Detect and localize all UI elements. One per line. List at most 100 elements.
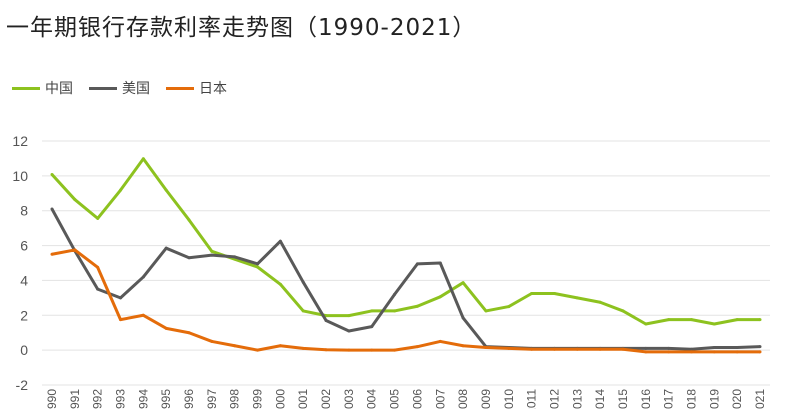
x-tick-label: 2002 bbox=[319, 389, 333, 409]
y-tick-label: 2 bbox=[20, 307, 28, 323]
data-point bbox=[210, 339, 214, 343]
data-point bbox=[393, 309, 397, 313]
data-point bbox=[370, 348, 374, 352]
data-point bbox=[689, 350, 693, 354]
x-tick-label: 1995 bbox=[159, 389, 173, 409]
data-point bbox=[210, 249, 214, 253]
data-point bbox=[141, 275, 145, 279]
data-point bbox=[347, 348, 351, 352]
data-point bbox=[119, 296, 123, 300]
data-point bbox=[233, 255, 237, 259]
data-point bbox=[96, 216, 100, 220]
y-tick-label: 10 bbox=[12, 168, 28, 184]
data-point bbox=[758, 345, 762, 349]
x-tick-label: 2014 bbox=[593, 389, 607, 409]
data-point bbox=[552, 347, 556, 351]
data-point bbox=[256, 262, 260, 266]
x-tick-label: 1996 bbox=[182, 389, 196, 409]
data-point bbox=[73, 248, 77, 252]
x-tick-label: 2021 bbox=[753, 389, 767, 409]
data-point bbox=[301, 280, 305, 284]
x-tick-label: 2015 bbox=[616, 389, 630, 409]
series-line-美国 bbox=[50, 208, 761, 351]
data-point bbox=[96, 287, 100, 291]
x-tick-label: 2005 bbox=[388, 389, 402, 409]
x-tick-label: 2006 bbox=[410, 389, 424, 409]
data-point bbox=[530, 347, 534, 351]
legend-label: 日本 bbox=[199, 81, 227, 97]
data-point bbox=[667, 346, 671, 350]
y-tick-label: 8 bbox=[20, 203, 28, 219]
x-tick-label: 1993 bbox=[114, 389, 128, 409]
data-point bbox=[301, 346, 305, 350]
x-tick-label: 2011 bbox=[525, 389, 539, 409]
data-point bbox=[278, 239, 282, 243]
x-tick-label: 2018 bbox=[684, 389, 698, 409]
data-point bbox=[712, 350, 716, 354]
legend-swatch bbox=[12, 86, 40, 90]
legend: 中国 美国 日本 bbox=[12, 78, 227, 98]
data-point bbox=[621, 309, 625, 313]
data-point bbox=[438, 261, 442, 265]
data-point bbox=[575, 347, 579, 351]
data-point bbox=[689, 347, 693, 351]
data-point bbox=[758, 318, 762, 322]
data-point bbox=[73, 198, 77, 202]
chart-title: 一年期银行存款利率走势图（1990-2021） bbox=[6, 15, 477, 41]
x-tick-label: 2010 bbox=[502, 389, 516, 409]
x-tick-label: 2003 bbox=[342, 389, 356, 409]
data-point bbox=[461, 316, 465, 320]
data-point bbox=[484, 346, 488, 350]
data-point bbox=[278, 344, 282, 348]
legend-label: 中国 bbox=[45, 81, 73, 97]
legend-swatch bbox=[166, 86, 194, 90]
data-point bbox=[415, 262, 419, 266]
y-tick-label: -2 bbox=[16, 377, 29, 393]
data-point bbox=[164, 246, 168, 250]
x-tick-label: 2001 bbox=[296, 389, 310, 409]
legend-label: 美国 bbox=[122, 81, 150, 97]
legend-item-usa: 美国 bbox=[89, 78, 150, 98]
data-point bbox=[187, 331, 191, 335]
legend-item-japan: 日本 bbox=[166, 78, 227, 98]
x-tick-label: 2004 bbox=[365, 389, 379, 409]
data-point bbox=[50, 172, 54, 176]
data-point bbox=[735, 350, 739, 354]
x-tick-label: 1994 bbox=[136, 389, 150, 409]
data-point bbox=[370, 309, 374, 313]
data-point bbox=[530, 292, 534, 295]
data-point bbox=[552, 292, 556, 295]
data-point bbox=[689, 318, 693, 322]
data-point bbox=[233, 344, 237, 348]
x-tick-label: 2017 bbox=[662, 389, 676, 409]
data-point bbox=[735, 318, 739, 322]
x-tick-label: 2019 bbox=[707, 389, 721, 409]
data-point bbox=[598, 300, 602, 304]
x-tick-label: 1997 bbox=[205, 389, 219, 409]
y-tick-label: 6 bbox=[20, 238, 28, 254]
data-point bbox=[141, 157, 145, 161]
data-point bbox=[415, 345, 419, 349]
data-point bbox=[164, 188, 168, 192]
data-point bbox=[324, 348, 328, 352]
series-line-中国 bbox=[50, 157, 760, 326]
data-point bbox=[575, 296, 579, 300]
data-point bbox=[735, 346, 739, 350]
data-point bbox=[210, 253, 214, 257]
data-point bbox=[187, 218, 191, 222]
legend-swatch bbox=[89, 86, 117, 90]
data-point bbox=[644, 322, 648, 326]
data-point bbox=[347, 314, 351, 318]
data-point bbox=[119, 188, 123, 192]
data-point bbox=[324, 319, 328, 323]
legend-item-china: 中国 bbox=[12, 78, 73, 98]
x-tick-label: 2016 bbox=[639, 389, 653, 409]
data-point bbox=[438, 339, 442, 343]
x-tick-label: 1990 bbox=[45, 389, 59, 409]
data-point bbox=[50, 207, 54, 211]
y-tick-label: 4 bbox=[20, 272, 28, 288]
x-tick-label: 1991 bbox=[68, 389, 82, 409]
data-point bbox=[393, 348, 397, 352]
data-point bbox=[461, 281, 465, 285]
